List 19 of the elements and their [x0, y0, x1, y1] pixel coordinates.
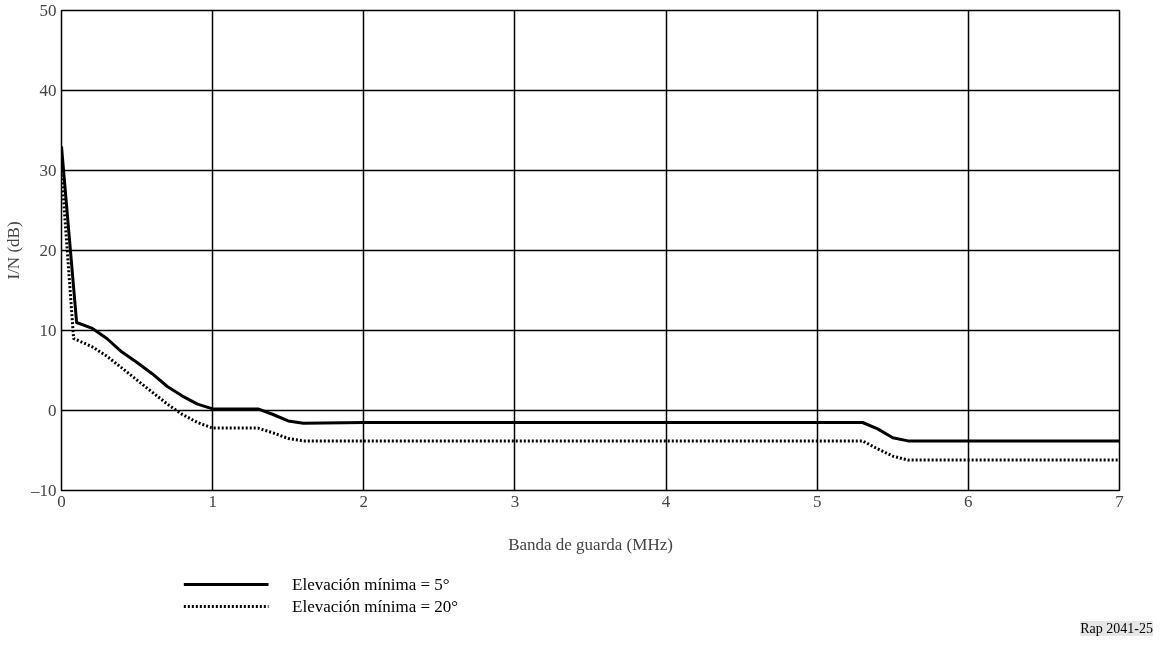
- x-axis-title: Banda de guarda (MHz): [508, 534, 673, 554]
- y-tick-label: 20: [39, 241, 57, 260]
- x-tick-label: 1: [208, 491, 217, 511]
- x-tick-label: 5: [812, 491, 822, 511]
- legend-label: Elevación mínima = 5°: [292, 575, 450, 594]
- x-tick-label: 7: [1115, 491, 1125, 511]
- x-tick-label: 2: [359, 491, 369, 511]
- y-tick-label: 40: [39, 81, 57, 100]
- y-tick-label: 0: [48, 401, 57, 420]
- x-tick-label: 4: [661, 491, 671, 511]
- text: Rap 2041-25: [1080, 621, 1153, 636]
- y-tick-label: 50: [39, 1, 57, 20]
- legend-label: Elevación mínima = 20°: [292, 597, 459, 616]
- y-tick-label: 10: [39, 321, 57, 340]
- y-tick-label: –10: [30, 481, 57, 500]
- y-tick-label: 30: [39, 161, 57, 180]
- x-tick-label: 3: [510, 491, 520, 511]
- x-tick-label: 6: [964, 491, 973, 511]
- y-axis-title: I/N (dB): [4, 221, 23, 280]
